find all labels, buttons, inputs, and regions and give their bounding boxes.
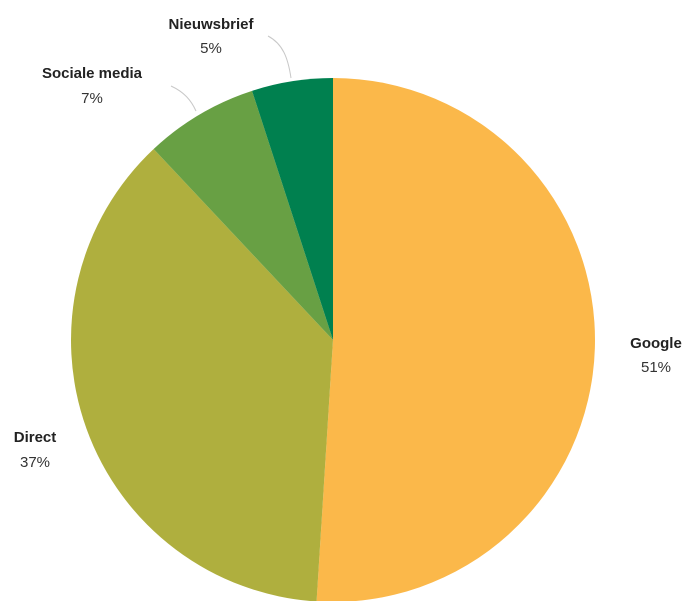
leader-line-sociale-media: [170, 85, 197, 112]
label-leaders: [170, 35, 292, 112]
pie-slice-direct: [71, 149, 333, 601]
pie-slice-sociale-media: [153, 90, 333, 340]
pie-slices: [71, 78, 595, 601]
slice-labels: Google 51% Direct 37% Sociale media 7% N…: [14, 16, 682, 471]
slice-value-sociale-media: 7%: [81, 90, 103, 107]
slice-name-sociale-media: Sociale media: [42, 65, 143, 82]
slice-label-google: Google 51%: [630, 335, 682, 376]
slice-label-direct: Direct 37%: [14, 429, 57, 471]
pie-slice-nieuwsbrief: [252, 78, 333, 340]
slice-name-direct: Direct: [14, 429, 57, 446]
slice-name-nieuwsbrief: Nieuwsbrief: [168, 16, 254, 33]
slice-label-nieuwsbrief: Nieuwsbrief 5%: [168, 16, 254, 57]
pie-slice-google: [316, 78, 595, 601]
slice-name-google: Google: [630, 335, 682, 352]
leader-line-nieuwsbrief: [267, 35, 292, 79]
slice-value-google: 51%: [641, 359, 671, 376]
slice-value-direct: 37%: [20, 454, 50, 471]
slice-value-nieuwsbrief: 5%: [200, 40, 222, 57]
slice-label-sociale-media: Sociale media 7%: [42, 65, 143, 107]
